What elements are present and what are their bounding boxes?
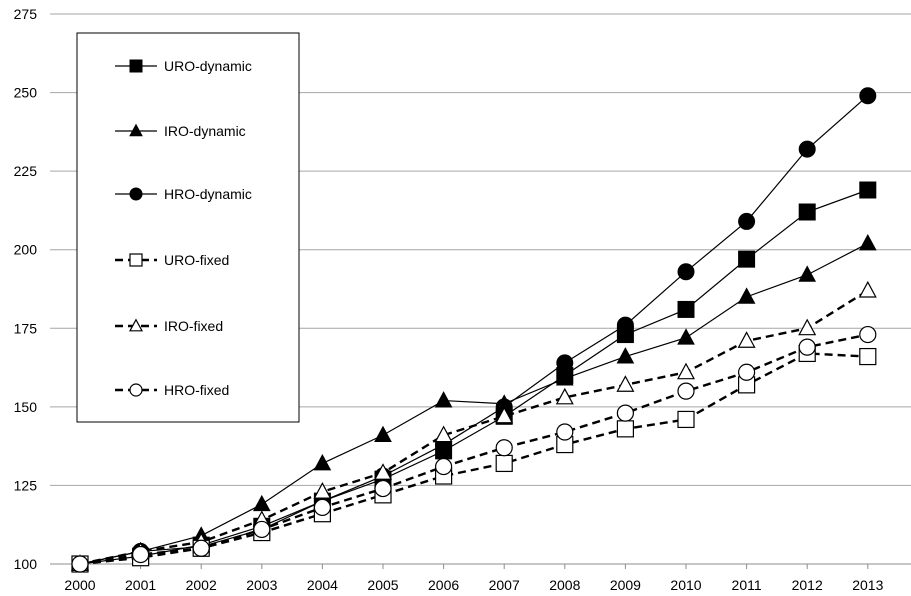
data-point-hro-dynamic — [798, 140, 816, 158]
x-tick-label: 2007 — [489, 577, 520, 593]
legend: URO-dynamic IRO-dynamic HRO-dynamic URO-fix… — [76, 32, 300, 423]
data-point-hro-fixed — [71, 555, 89, 573]
data-point-uro-fixed — [677, 410, 695, 429]
data-point-iro-fixed — [676, 362, 696, 380]
y-tick-label: 175 — [14, 320, 38, 336]
data-point-hro-fixed — [192, 539, 210, 557]
series-line-uro-dynamic — [79, 189, 869, 565]
data-point-iro-dynamic — [798, 265, 817, 282]
data-point-hro-fixed — [495, 439, 513, 457]
x-tick-label: 2009 — [610, 577, 641, 593]
y-tick-labels: 100 125 150 175 200 225 250 275 — [14, 6, 38, 572]
data-point-hro-fixed — [677, 382, 695, 400]
data-point-hro-fixed — [737, 363, 756, 381]
series-lines — [79, 95, 869, 566]
y-tick-label: 125 — [14, 477, 38, 493]
data-point-hro-fixed — [313, 498, 331, 517]
y-tick-label: 150 — [14, 399, 38, 415]
data-point-iro-fixed — [313, 482, 332, 499]
y-tick-label: 100 — [14, 556, 38, 572]
data-point-iro-dynamic — [677, 328, 695, 345]
x-tick-label: 2012 — [792, 577, 823, 593]
data-point-iro-dynamic — [252, 494, 271, 512]
series-line-hro-fixed — [79, 333, 869, 566]
data-point-hro-fixed — [253, 520, 271, 539]
data-point-hro-dynamic — [859, 87, 877, 105]
x-tick-label: 2004 — [307, 577, 338, 593]
data-point-iro-fixed — [737, 331, 756, 348]
data-point-iro-dynamic — [374, 425, 392, 443]
x-tick-label: 2010 — [670, 577, 701, 593]
y-tick-label: 275 — [14, 6, 38, 22]
legend-label: IRO-dynamic — [164, 123, 246, 139]
series-line-iro-dynamic — [79, 242, 869, 565]
legend-marker — [128, 318, 144, 332]
data-point-hro-fixed — [859, 325, 877, 344]
data-point-iro-dynamic — [858, 233, 877, 251]
data-point-hro-fixed — [556, 423, 574, 441]
data-point-uro-dynamic — [859, 181, 877, 199]
data-point-iro-fixed — [373, 463, 393, 480]
data-point-uro-fixed — [859, 347, 877, 366]
data-point-hro-fixed — [132, 545, 150, 564]
legend-marker — [129, 383, 143, 397]
data-point-iro-fixed — [434, 425, 453, 443]
legend-marker — [129, 187, 143, 201]
y-tick-label: 250 — [14, 85, 38, 101]
data-point-uro-dynamic — [677, 300, 695, 318]
legend-label: IRO-fixed — [164, 318, 223, 334]
series-markers — [70, 87, 877, 573]
x-tick-label: 2000 — [64, 577, 95, 593]
x-tick-label: 2005 — [367, 577, 398, 593]
data-point-hro-dynamic — [616, 316, 634, 334]
y-tick-label: 225 — [14, 163, 38, 179]
x-tick-label: 2001 — [125, 577, 156, 593]
data-point-iro-dynamic — [616, 347, 635, 364]
data-point-iro-dynamic — [737, 287, 756, 304]
legend-label: HRO-dynamic — [164, 186, 252, 202]
x-tick-label: 2006 — [428, 577, 459, 593]
data-point-hro-dynamic — [556, 354, 574, 372]
legend-label: HRO-fixed — [164, 382, 229, 398]
data-point-hro-fixed — [798, 338, 816, 356]
legend-marker — [129, 123, 143, 137]
data-point-uro-dynamic — [738, 250, 756, 268]
data-point-iro-dynamic — [555, 369, 574, 386]
x-tick-label: 2002 — [186, 577, 217, 593]
legend-box — [76, 32, 300, 423]
legend-marker — [129, 59, 143, 73]
data-point-iro-dynamic — [313, 453, 332, 471]
data-point-hro-fixed — [435, 457, 453, 476]
data-point-iro-fixed — [555, 387, 574, 405]
data-point-iro-fixed — [798, 318, 817, 336]
x-tick-label: 2008 — [549, 577, 580, 593]
data-point-hro-dynamic — [738, 212, 756, 230]
series-line-iro-fixed — [79, 289, 869, 566]
data-point-iro-dynamic — [434, 391, 453, 408]
data-point-uro-fixed — [616, 420, 635, 438]
x-tick-label: 2011 — [732, 577, 762, 593]
data-point-hro-dynamic — [677, 263, 695, 281]
data-point-iro-fixed — [495, 406, 514, 424]
x-tick-labels: 2000 2001 2002 2003 2004 2005 2006 2007 2008 2009… — [64, 577, 883, 593]
data-point-hro-fixed — [374, 479, 392, 498]
y-tick-label: 200 — [14, 242, 38, 258]
legend-label: URO-fixed — [164, 252, 229, 268]
data-point-hro-fixed — [616, 404, 635, 422]
legend-label: URO-dynamic — [164, 58, 252, 74]
data-point-iro-fixed — [616, 375, 635, 392]
x-tick-label: 2003 — [246, 577, 277, 593]
data-point-uro-fixed — [495, 454, 513, 473]
legend-marker — [129, 253, 143, 267]
data-point-uro-dynamic — [798, 203, 816, 221]
x-tick-label: 2013 — [852, 577, 883, 593]
data-point-iro-fixed — [858, 280, 877, 298]
